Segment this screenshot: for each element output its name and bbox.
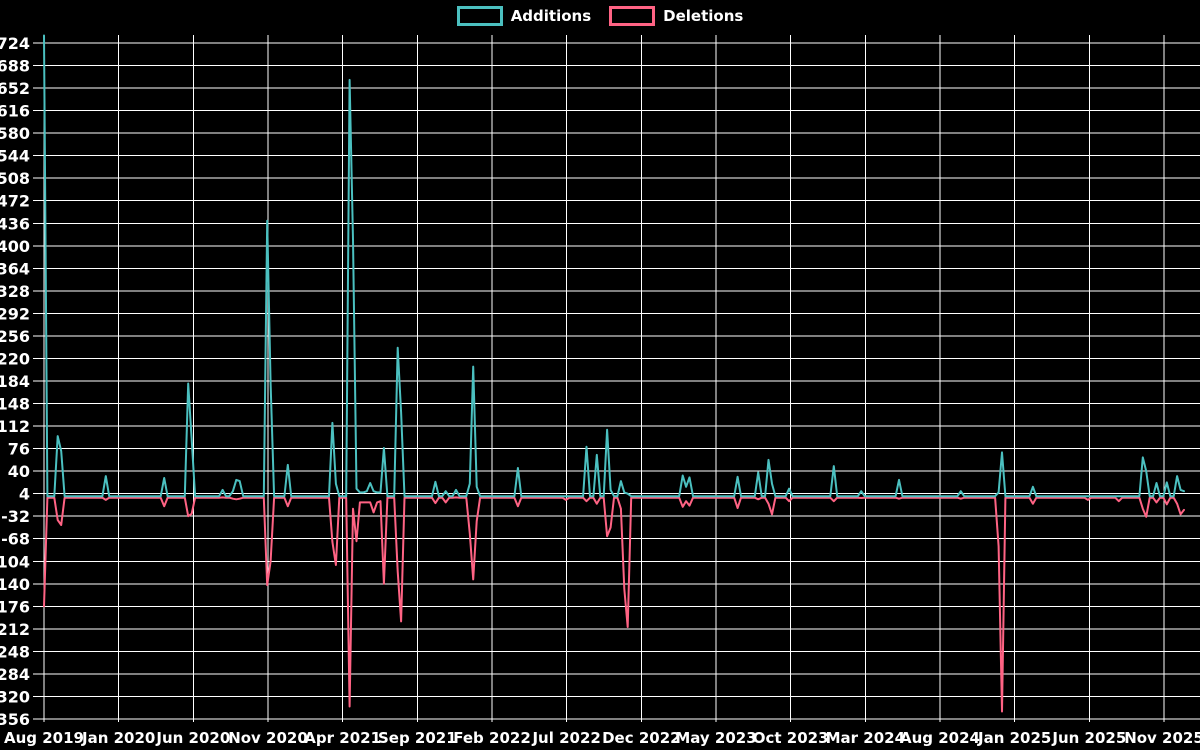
x-tick-label: Nov 2025 xyxy=(1124,729,1200,747)
y-tick-label: -356 xyxy=(0,710,30,729)
y-tick-label: 292 xyxy=(0,304,30,323)
additions-legend-label: Additions xyxy=(510,7,592,25)
y-tick-label: 364 xyxy=(0,259,30,278)
x-tick-label: Oct 2023 xyxy=(753,729,829,747)
y-tick-label: 184 xyxy=(0,372,30,391)
legend-item-additions[interactable]: Additions xyxy=(456,6,592,26)
y-tick-label: 580 xyxy=(0,124,30,143)
y-tick-label: 436 xyxy=(0,214,30,233)
additions-swatch xyxy=(456,6,503,26)
y-tick-label: 400 xyxy=(0,237,30,256)
y-tick-label: -104 xyxy=(0,552,30,571)
y-tick-label: -248 xyxy=(0,642,30,661)
y-tick-label: -212 xyxy=(0,620,30,639)
x-tick-label: Mar 2024 xyxy=(826,729,905,747)
deletions-line xyxy=(43,496,1185,713)
legend-item-deletions[interactable]: Deletions xyxy=(609,6,743,26)
x-tick-label: Nov 2020 xyxy=(228,729,308,747)
y-tick-label: 40 xyxy=(8,462,30,481)
y-tick-label: 328 xyxy=(0,282,30,301)
x-tick-label: Jan 2020 xyxy=(81,729,155,747)
y-tick-label: 544 xyxy=(0,147,30,166)
y-tick-label: -140 xyxy=(0,575,30,594)
y-tick-label: -320 xyxy=(0,687,30,706)
y-tick-label: -176 xyxy=(0,597,30,616)
y-tick-label: 112 xyxy=(0,417,30,436)
x-tick-label: May 2023 xyxy=(675,729,756,747)
chart-legend: Additions Deletions xyxy=(0,6,1200,26)
x-tick-label: Dec 2022 xyxy=(602,729,681,747)
x-tick-label: Feb 2022 xyxy=(453,729,531,747)
x-tick-label: Jul 2022 xyxy=(531,729,600,747)
y-tick-label: -284 xyxy=(0,665,30,684)
y-tick-label: 616 xyxy=(0,102,30,121)
y-tick-label: 256 xyxy=(0,327,30,346)
y-tick-label: -68 xyxy=(1,530,30,549)
x-tick-label: Aug 2019 xyxy=(4,729,84,747)
x-tick-label: Jun 2020 xyxy=(155,729,230,747)
y-tick-label: 220 xyxy=(0,349,30,368)
x-tick-label: Aug 2024 xyxy=(900,729,980,747)
y-tick-label: 76 xyxy=(8,440,30,459)
y-tick-label: 4 xyxy=(19,485,30,504)
y-tick-label: -32 xyxy=(1,507,30,526)
y-tick-label: 724 xyxy=(0,34,30,53)
y-axis-labels: 724 688 652 616 580 544 508 472 436 400 364 328 292 2… xyxy=(0,34,30,729)
x-tick-label: Apr 2021 xyxy=(304,729,381,747)
y-tick-label: 688 xyxy=(0,57,30,76)
y-tick-label: 508 xyxy=(0,169,30,188)
y-tick-label: 472 xyxy=(0,192,30,211)
x-tick-label: Jun 2025 xyxy=(1051,729,1126,747)
x-tick-label: Jan 2025 xyxy=(977,729,1051,747)
deletions-swatch xyxy=(609,6,656,26)
y-tick-label: 148 xyxy=(0,395,30,414)
x-tick-label: Sep 2021 xyxy=(378,729,457,747)
deletions-legend-label: Deletions xyxy=(663,7,744,25)
y-tick-label: 652 xyxy=(0,79,30,98)
additions-line xyxy=(43,34,1185,498)
